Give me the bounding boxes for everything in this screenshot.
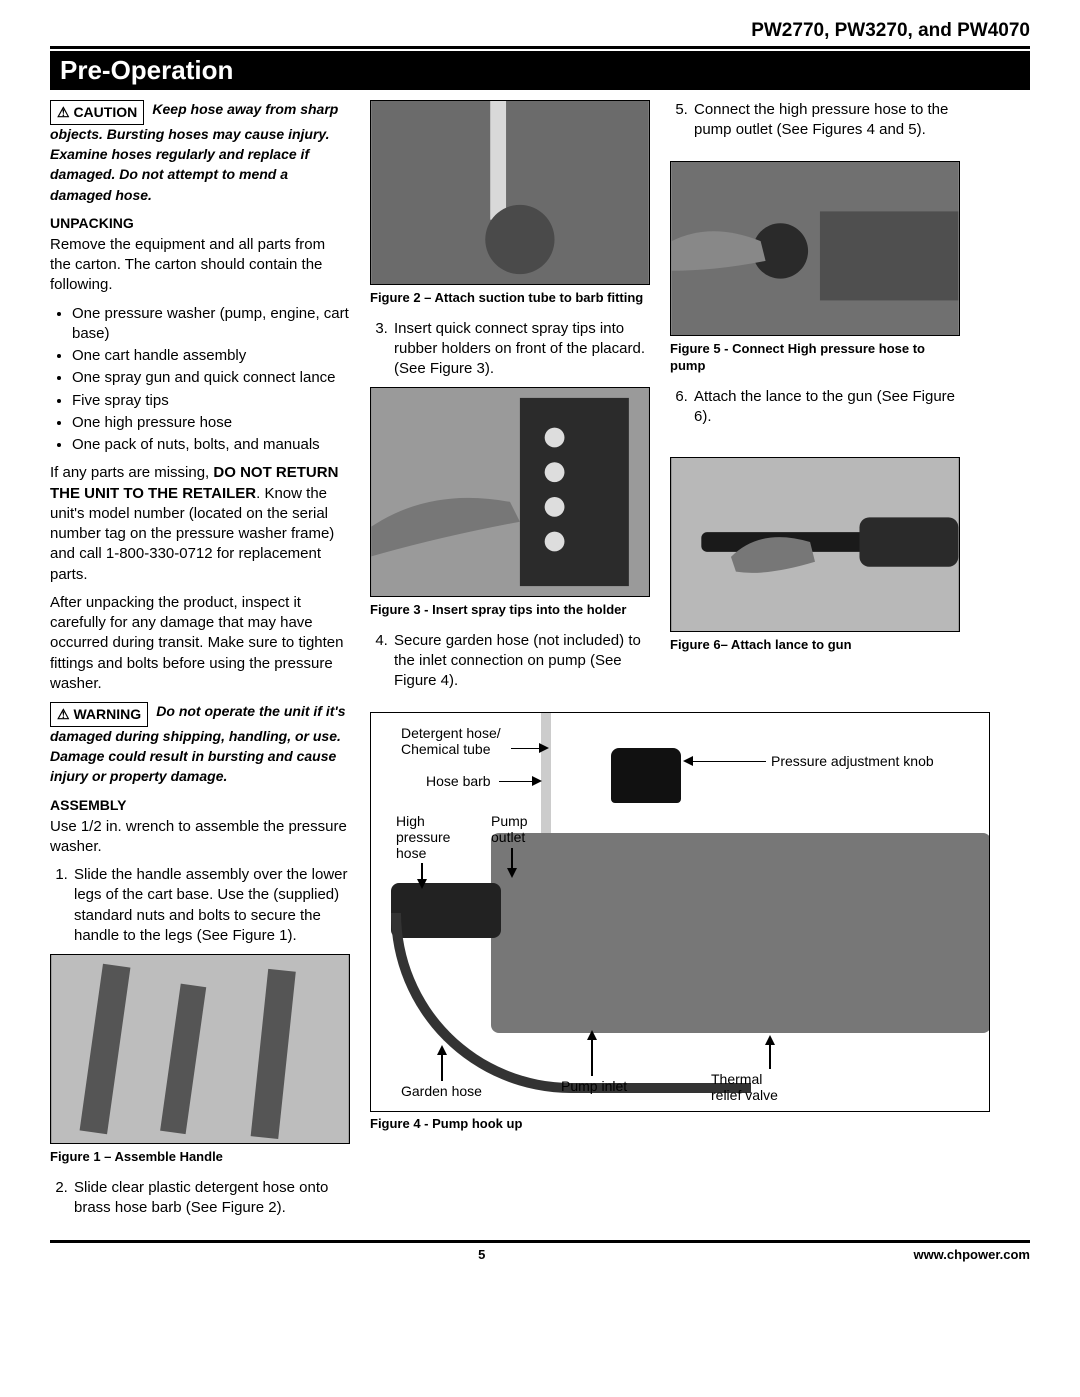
list-item: One high pressure hose bbox=[72, 413, 350, 433]
figure-5-caption: Figure 5 - Connect High pressure hose to… bbox=[670, 340, 960, 375]
assembly-head: ASSEMBLY bbox=[50, 796, 350, 815]
figure-2-image bbox=[370, 100, 650, 285]
assembly-steps-2: Insert quick connect spray tips into rub… bbox=[370, 319, 650, 380]
step-item: Slide clear plastic detergent hose onto … bbox=[72, 1178, 350, 1219]
assembly-steps-1: Slide the handle assembly over the lower… bbox=[50, 865, 350, 946]
footer-url: www.chpower.com bbox=[913, 1247, 1030, 1262]
caution-block: ⚠ CAUTION Keep hose away from sharp obje… bbox=[50, 100, 350, 206]
right-top-row: Figure 2 – Attach suction tube to barb f… bbox=[370, 100, 990, 700]
main-columns: ⚠ CAUTION Keep hose away from sharp obje… bbox=[50, 100, 1030, 1226]
list-item: One pack of nuts, bolts, and manuals bbox=[72, 435, 350, 455]
warning-block: ⚠ WARNING Do not operate the unit if it'… bbox=[50, 702, 350, 788]
figure-3-image bbox=[370, 387, 650, 597]
fig4-label-knob: Pressure adjustment knob bbox=[771, 753, 934, 769]
list-item: One pressure washer (pump, engine, cart … bbox=[72, 304, 350, 345]
fig4-label-inlet: Pump inlet bbox=[561, 1078, 627, 1094]
missing-parts: If any parts are missing, DO NOT RETURN … bbox=[50, 463, 350, 585]
step-item: Insert quick connect spray tips into rub… bbox=[392, 319, 650, 380]
step-item: Slide the handle assembly over the lower… bbox=[72, 865, 350, 946]
assembly-intro: Use 1/2 in. wrench to assemble the press… bbox=[50, 817, 350, 858]
figure-4-image: Detergent hose/ Chemical tube Hose barb … bbox=[370, 712, 990, 1112]
unpacking-intro: Remove the equipment and all parts from … bbox=[50, 235, 350, 296]
figure-6-caption: Figure 6– Attach lance to gun bbox=[670, 636, 960, 654]
figure-1-caption: Figure 1 – Assemble Handle bbox=[50, 1148, 350, 1166]
model-header: PW2770, PW3270, and PW4070 bbox=[50, 20, 1030, 49]
list-item: One spray gun and quick connect lance bbox=[72, 368, 350, 388]
step-item: Secure garden hose (not included) to the… bbox=[392, 631, 650, 692]
fig4-label-hp: High pressure hose bbox=[396, 813, 450, 861]
figure-3-caption: Figure 3 - Insert spray tips into the ho… bbox=[370, 601, 650, 619]
figure-5-image bbox=[670, 161, 960, 336]
section-title: Pre-Operation bbox=[50, 51, 1030, 90]
page-number: 5 bbox=[50, 1247, 913, 1262]
figure-2-caption: Figure 2 – Attach suction tube to barb f… bbox=[370, 289, 650, 307]
step-item: Attach the lance to the gun (See Figure … bbox=[692, 387, 960, 428]
fig4-label-detergent: Detergent hose/ Chemical tube bbox=[401, 725, 501, 757]
unpacking-head: UNPACKING bbox=[50, 214, 350, 233]
right-columns: Figure 2 – Attach suction tube to barb f… bbox=[370, 100, 990, 1226]
unpacking-list: One pressure washer (pump, engine, cart … bbox=[50, 304, 350, 456]
step-item: Connect the high pressure hose to the pu… bbox=[692, 100, 960, 141]
figure-1-image bbox=[50, 954, 350, 1144]
fig4-label-barb: Hose barb bbox=[426, 773, 491, 789]
assembly-steps-3b: Attach the lance to the gun (See Figure … bbox=[670, 387, 960, 428]
list-item: One cart handle assembly bbox=[72, 346, 350, 366]
fig4-knob bbox=[611, 748, 681, 803]
fig4-label-outlet: Pump outlet bbox=[491, 813, 528, 845]
column-1: ⚠ CAUTION Keep hose away from sharp obje… bbox=[50, 100, 350, 1226]
fig4-hose bbox=[391, 913, 751, 1093]
fig4-label-relief: Thermal relief valve bbox=[711, 1071, 778, 1103]
missing-pre: If any parts are missing, bbox=[50, 464, 213, 481]
list-item: Five spray tips bbox=[72, 391, 350, 411]
warning-label: ⚠ WARNING bbox=[50, 702, 148, 727]
inspect-text: After unpacking the product, inspect it … bbox=[50, 593, 350, 694]
fig4-tube bbox=[541, 713, 551, 843]
figure-6-image bbox=[670, 457, 960, 632]
assembly-steps-1b: Slide clear plastic detergent hose onto … bbox=[50, 1178, 350, 1219]
column-3: Connect the high pressure hose to the pu… bbox=[670, 100, 960, 700]
column-2: Figure 2 – Attach suction tube to barb f… bbox=[370, 100, 650, 700]
assembly-steps-2b: Secure garden hose (not included) to the… bbox=[370, 631, 650, 692]
figure-4-caption: Figure 4 - Pump hook up bbox=[370, 1116, 990, 1131]
caution-label: ⚠ CAUTION bbox=[50, 100, 144, 125]
fig4-label-garden: Garden hose bbox=[401, 1083, 482, 1099]
page-footer: 5 www.chpower.com bbox=[50, 1240, 1030, 1262]
assembly-steps-3: Connect the high pressure hose to the pu… bbox=[670, 100, 960, 141]
